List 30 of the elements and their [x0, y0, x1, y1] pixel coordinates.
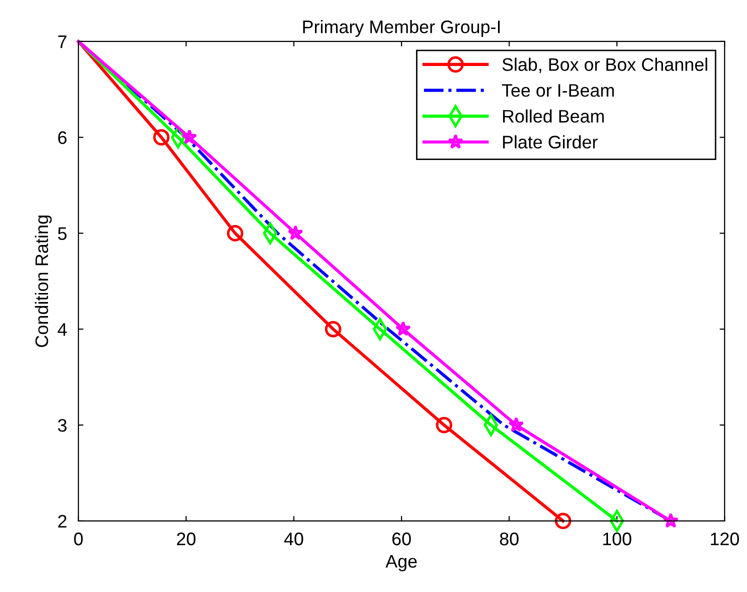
point — [226, 225, 244, 242]
y-tick-label: 7 — [58, 36, 66, 48]
point — [554, 512, 572, 530]
legend-label: Slab, Box or Box Channel — [502, 58, 708, 74]
x-tick-label: 40 — [284, 532, 304, 546]
point — [436, 416, 452, 434]
y-tick-label: 5 — [58, 227, 67, 240]
x-tick-label: 0 — [74, 532, 83, 546]
x-tick-label: 100 — [603, 532, 632, 546]
legend-label: Plate Girder — [503, 135, 598, 149]
point — [395, 320, 411, 336]
legend-label: Rolled Beam — [503, 109, 604, 123]
point — [182, 129, 198, 144]
point — [662, 512, 679, 528]
point — [153, 129, 170, 146]
y-tick-label: 2 — [58, 514, 66, 528]
x-axis-title: Age — [385, 555, 417, 572]
point — [288, 225, 304, 240]
y-tick-label: 3 — [58, 418, 67, 432]
legend-label: Tee or I-Beam — [502, 84, 614, 97]
x-tick-label: 120 — [710, 532, 739, 546]
y-axis-title: Condition Rating — [34, 216, 52, 348]
point — [508, 416, 524, 432]
x-tick-label: 80 — [500, 532, 519, 546]
point — [324, 320, 342, 338]
x-tick-label: 20 — [176, 532, 196, 546]
chart-title: Primary Member Group-I — [303, 20, 500, 37]
y-tick-label: 4 — [58, 323, 67, 336]
x-tick-label: 60 — [392, 532, 411, 546]
y-tick-label: 6 — [58, 131, 67, 144]
